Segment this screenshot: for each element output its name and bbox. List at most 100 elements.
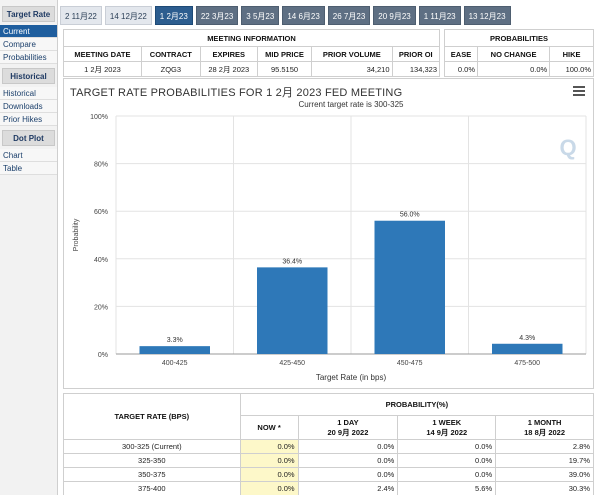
chart-menu-icon[interactable] [573, 86, 585, 96]
row-now-value: 0.0% [239, 453, 299, 468]
table-row: 325-350 0.0% 0.0% 0.0% 19.7% [63, 453, 594, 468]
probability-header: PROBABILITY(%) [239, 393, 595, 416]
meeting-date-tabs: 2 11月22 14 12月22 1 2月23 22 3月23 3 5月23 1… [60, 6, 514, 25]
bar [139, 346, 210, 354]
col-hike: HIKE [549, 46, 594, 62]
row-rate: 325-350 [63, 453, 241, 468]
nav-item-probabilities[interactable]: Probabilities [0, 51, 57, 64]
col-1-week-label: 1 WEEK [432, 417, 462, 427]
nav-item-downloads[interactable]: Downloads [0, 100, 57, 113]
col-now: NOW * [239, 415, 299, 440]
hike-value: 100.0% [549, 61, 594, 77]
row-1-month-value: 30.3% [495, 481, 594, 495]
y-tick-label: 60% [94, 209, 108, 216]
x-tick-label: 425-450 [279, 360, 305, 367]
row-rate: 350-375 [63, 467, 241, 482]
expires-value: 28 2月 2023 [199, 61, 258, 77]
row-1-day-value: 0.0% [297, 453, 399, 468]
nav-item-current[interactable]: Current [0, 25, 57, 38]
tab-meeting-date[interactable]: 13 12月23 [463, 6, 511, 25]
prior-volume-value: 34,210 [311, 61, 393, 77]
col-1-month-date: 18 8月 2022 [524, 427, 566, 437]
y-axis-title: Probability [73, 218, 80, 251]
chart-panel: Current target rate is 300-325 Q 0% 20% 40% 6… [63, 78, 594, 389]
row-now-value: 0.0% [239, 481, 299, 495]
mid-price-value: 95.5150 [256, 61, 313, 77]
col-1-day-date: 20 9月 2022 [327, 427, 369, 437]
row-rate: 300-325 (Current) [63, 439, 241, 454]
tab-meeting-date[interactable]: 14 12月22 [104, 6, 152, 25]
nav-item-prior-hikes[interactable]: Prior Hikes [0, 113, 57, 126]
nav-item-table[interactable]: Table [0, 162, 57, 175]
y-tick-label: 0% [98, 352, 108, 359]
col-now-label: NOW * [257, 423, 281, 432]
col-prior-oi: PRIOR OI [391, 46, 441, 62]
x-tick-label: 450-475 [397, 360, 423, 367]
tab-meeting-date[interactable]: 26 7月23 [327, 6, 371, 25]
col-contract: CONTRACT [140, 46, 201, 62]
row-1-month-value: 19.7% [495, 453, 594, 468]
bar-data-label: 36.4% [282, 258, 302, 265]
col-1-day-label: 1 DAY [337, 417, 359, 427]
row-1-week-value: 0.0% [397, 453, 497, 468]
row-1-week-value: 5.6% [397, 481, 497, 495]
x-tick-label: 475-500 [514, 360, 540, 367]
bar [492, 343, 563, 354]
col-no-change: NO CHANGE [477, 46, 551, 62]
nav-section-target-rate: Target Rate [2, 6, 55, 22]
target-rate-header: TARGET RATE (BPS) [63, 393, 241, 440]
col-1-week: 1 WEEK 14 9月 2022 [397, 415, 497, 440]
tab-meeting-date[interactable]: 1 11月23 [418, 6, 461, 25]
ease-value: 0.0% [443, 61, 479, 77]
table-row: 375-400 0.0% 2.4% 5.6% 30.3% [63, 481, 594, 495]
chart-title: TARGET RATE PROBABILITIES FOR 1 2月 2023 … [70, 87, 403, 99]
tab-meeting-date-selected[interactable]: 1 2月23 [154, 6, 193, 25]
bar-data-label: 3.3% [167, 337, 183, 344]
y-tick-label: 100% [90, 114, 108, 121]
bar [257, 267, 328, 354]
chart-logo: Q [559, 135, 576, 160]
tab-meeting-date[interactable]: 22 3月23 [195, 6, 239, 25]
nav-item-historical[interactable]: Historical [0, 87, 57, 100]
probability-bar-chart: Current target rate is 300-325 Q 0% 20% 40% 6… [73, 100, 587, 382]
row-rate: 375-400 [63, 481, 241, 495]
y-tick-label: 40% [94, 257, 108, 264]
row-now-value: 0.0% [239, 439, 299, 454]
nav-section-dot-plot: Dot Plot [2, 130, 55, 146]
probabilities-header: PROBABILITIES [444, 29, 594, 47]
no-change-value: 0.0% [477, 61, 551, 77]
prior-oi-value: 134,323 [391, 61, 441, 77]
col-ease: EASE [443, 46, 479, 62]
tab-meeting-date[interactable]: 14 6月23 [282, 6, 325, 25]
bar-data-label: 4.3% [519, 335, 535, 342]
col-1-month-label: 1 MONTH [527, 417, 562, 427]
col-prior-volume: PRIOR VOLUME [311, 46, 393, 62]
row-1-month-value: 2.8% [495, 439, 594, 454]
probability-history-table: TARGET RATE (BPS) PROBABILITY(%) NOW * 1… [63, 393, 595, 495]
tab-meeting-date[interactable]: 2 11月22 [60, 6, 102, 25]
y-tick-label: 80% [94, 162, 108, 169]
x-tick-label: 400-425 [162, 360, 188, 367]
col-mid-price: MID PRICE [256, 46, 313, 62]
nav-item-chart[interactable]: Chart [0, 149, 57, 162]
probabilities-table: PROBABILITIES EASE NO CHANGE HIKE 0.0% 0… [443, 29, 594, 77]
row-1-week-value: 0.0% [397, 439, 497, 454]
tab-meeting-date[interactable]: 20 9月23 [373, 6, 416, 25]
bar [374, 220, 445, 354]
tab-meeting-date[interactable]: 3 5月23 [241, 6, 280, 25]
bar-data-label: 56.0% [400, 212, 420, 219]
row-1-month-value: 39.0% [495, 467, 594, 482]
nav-item-compare[interactable]: Compare [0, 38, 57, 51]
x-axis-title: Target Rate (in bps) [316, 373, 387, 382]
table-row: 350-375 0.0% 0.0% 0.0% 39.0% [63, 467, 594, 482]
row-1-week-value: 0.0% [397, 467, 497, 482]
col-1-week-date: 14 9月 2022 [426, 427, 468, 437]
row-now-value: 0.0% [239, 467, 299, 482]
contract-value: ZQG3 [140, 61, 201, 77]
col-meeting-date: MEETING DATE [63, 46, 142, 62]
col-1-day: 1 DAY 20 9月 2022 [297, 415, 399, 440]
nav-section-historical: Historical [2, 68, 55, 84]
col-1-month: 1 MONTH 18 8月 2022 [495, 415, 594, 440]
left-sidebar: Target Rate Current Compare Probabilitie… [0, 0, 58, 495]
row-1-day-value: 0.0% [297, 467, 399, 482]
